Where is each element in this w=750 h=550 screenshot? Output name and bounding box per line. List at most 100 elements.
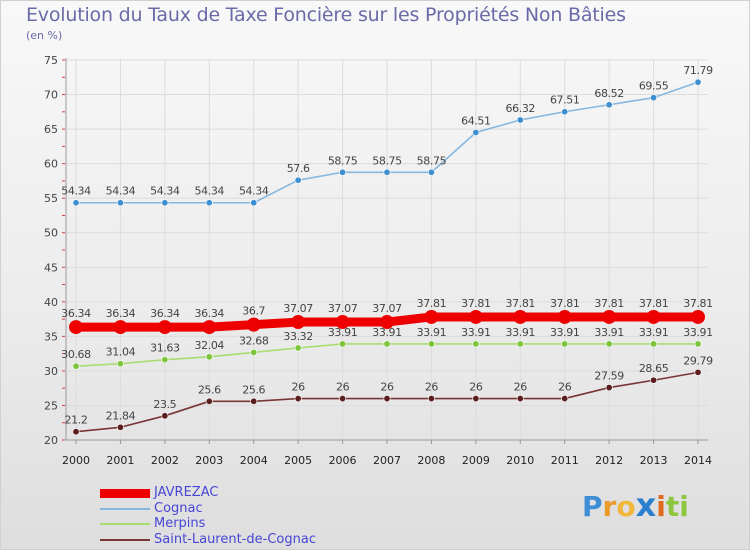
data-point-cognac xyxy=(605,101,613,109)
legend-swatch xyxy=(100,507,150,510)
data-point-merpins xyxy=(605,340,613,348)
data-point-merpins xyxy=(161,356,169,364)
logo-letter: t xyxy=(665,490,680,523)
data-point-saint-laurent-de-cognac xyxy=(561,395,569,403)
data-label-cognac: 64.51 xyxy=(461,114,491,127)
x-tick-label: 2010 xyxy=(506,454,534,467)
data-point-javrezac xyxy=(113,320,128,335)
data-point-saint-laurent-de-cognac xyxy=(472,395,480,403)
data-point-javrezac xyxy=(691,309,705,324)
data-label-saint-laurent-de-cognac: 27.59 xyxy=(594,370,624,383)
data-point-merpins xyxy=(561,340,569,348)
data-point-cognac xyxy=(561,108,569,116)
data-label-merpins: 33.91 xyxy=(683,326,713,339)
data-label-merpins: 33.32 xyxy=(283,330,313,343)
data-point-javrezac xyxy=(291,315,306,330)
y-tick-label: 50 xyxy=(44,227,58,240)
logo-letter: x xyxy=(635,486,657,524)
y-tick-label: 40 xyxy=(44,296,58,309)
data-label-cognac: 69.55 xyxy=(639,80,669,93)
data-label-javrezac: 37.81 xyxy=(639,297,669,310)
data-label-saint-laurent-de-cognac: 26 xyxy=(336,381,350,394)
data-label-saint-laurent-de-cognac: 26 xyxy=(425,381,439,394)
data-point-saint-laurent-de-cognac xyxy=(339,395,347,403)
y-tick-label: 75 xyxy=(44,54,58,67)
x-tick-label: 2012 xyxy=(595,454,623,467)
data-label-merpins: 30.68 xyxy=(61,348,91,361)
data-label-saint-laurent-de-cognac: 26 xyxy=(380,381,394,394)
data-label-cognac: 54.34 xyxy=(239,185,269,198)
data-point-javrezac xyxy=(246,317,261,332)
y-tick-label: 30 xyxy=(44,365,58,378)
data-point-merpins xyxy=(205,353,213,361)
data-point-javrezac xyxy=(69,320,83,335)
data-point-merpins xyxy=(694,340,702,348)
data-point-cognac xyxy=(116,199,124,207)
data-label-cognac: 54.34 xyxy=(106,185,136,198)
data-point-javrezac xyxy=(424,309,439,324)
logo-letter: i xyxy=(679,490,689,523)
legend-item-merpins: Merpins xyxy=(100,516,360,533)
legend-item-saint-laurent-de-cognac: Saint-Laurent-de-Cognac xyxy=(100,532,360,549)
data-label-javrezac: 36.34 xyxy=(106,307,136,320)
y-tick-label: 60 xyxy=(44,158,58,171)
data-label-cognac: 57.6 xyxy=(287,162,310,175)
y-tick-label: 70 xyxy=(44,89,58,102)
data-point-merpins xyxy=(250,348,258,356)
data-label-merpins: 32.04 xyxy=(195,339,225,352)
data-point-saint-laurent-de-cognac xyxy=(294,395,302,403)
axis-layer: 20 25 30 35 40 45 50 55 60 65 70 75 2000 2001 2002 2003… xyxy=(44,54,712,467)
data-point-merpins xyxy=(650,340,658,348)
data-point-merpins xyxy=(516,340,524,348)
data-point-saint-laurent-de-cognac xyxy=(650,376,658,384)
data-label-cognac: 71.79 xyxy=(683,64,713,77)
data-point-javrezac xyxy=(602,309,617,324)
data-label-javrezac: 36.34 xyxy=(61,307,91,320)
data-point-cognac xyxy=(427,168,435,176)
data-label-javrezac: 36.34 xyxy=(195,307,225,320)
data-label-saint-laurent-de-cognac: 28.65 xyxy=(639,362,669,375)
chart-title: Evolution du Taux de Taxe Foncière sur l… xyxy=(26,4,626,26)
x-tick-label: 2001 xyxy=(106,454,134,467)
x-tick-label: 2004 xyxy=(240,454,268,467)
data-point-saint-laurent-de-cognac xyxy=(383,395,391,403)
data-point-cognac xyxy=(516,116,524,124)
data-point-merpins xyxy=(383,340,391,348)
data-label-cognac: 54.34 xyxy=(61,185,91,198)
data-point-saint-laurent-de-cognac xyxy=(116,423,124,431)
legend-item-javrezac: JAVREZAC xyxy=(100,485,360,502)
logo-letter: o xyxy=(616,490,636,523)
data-point-cognac xyxy=(650,94,658,102)
data-label-saint-laurent-de-cognac: 21.84 xyxy=(106,409,136,422)
data-label-saint-laurent-de-cognac: 25.6 xyxy=(198,383,221,396)
data-point-saint-laurent-de-cognac xyxy=(427,395,435,403)
legend-swatch xyxy=(100,488,150,498)
x-tick-label: 2000 xyxy=(62,454,90,467)
data-point-javrezac xyxy=(157,320,172,335)
y-tick-label: 55 xyxy=(44,192,58,205)
x-tick-label: 2003 xyxy=(195,454,223,467)
legend-label: Merpins xyxy=(154,516,206,531)
y-tick-label: 65 xyxy=(44,123,58,136)
data-point-javrezac xyxy=(646,309,661,324)
data-label-merpins: 33.91 xyxy=(328,326,358,339)
data-label-merpins: 31.63 xyxy=(150,342,180,355)
logo-letter: r xyxy=(602,490,617,523)
data-point-cognac xyxy=(472,128,480,136)
data-label-javrezac: 37.81 xyxy=(683,297,713,310)
x-tick-label: 2006 xyxy=(329,454,357,467)
data-label-cognac: 58.75 xyxy=(372,154,402,167)
series-layer xyxy=(69,78,705,436)
legend-label: JAVREZAC xyxy=(154,485,219,500)
data-label-cognac: 67.51 xyxy=(550,94,580,107)
proxiti-logo: Proxiti xyxy=(582,486,689,524)
data-label-saint-laurent-de-cognac: 21.2 xyxy=(65,414,88,427)
data-point-javrezac xyxy=(468,309,483,324)
data-label-cognac: 54.34 xyxy=(195,185,225,198)
data-label-javrezac: 36.34 xyxy=(150,307,180,320)
data-point-cognac xyxy=(205,199,213,207)
data-label-saint-laurent-de-cognac: 25.6 xyxy=(242,383,265,396)
data-point-javrezac xyxy=(513,309,528,324)
data-point-saint-laurent-de-cognac xyxy=(605,384,613,392)
